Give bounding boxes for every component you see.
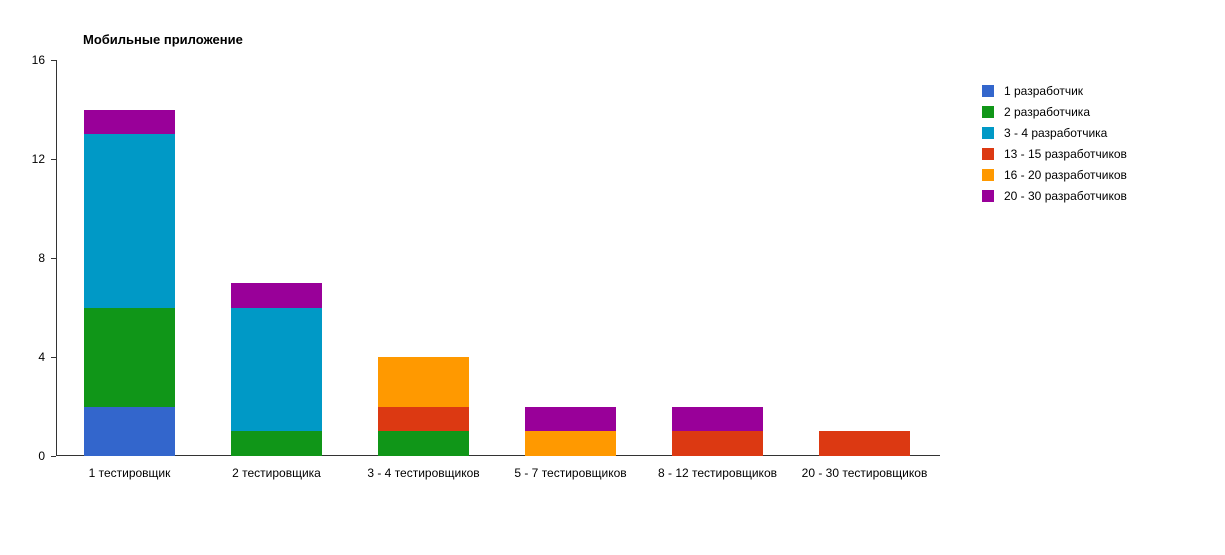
y-axis-tick [51, 159, 56, 160]
x-tick-label: 1 тестировщик [60, 466, 199, 481]
y-axis-tick [51, 357, 56, 358]
bar-segment [84, 308, 175, 407]
legend-item: 16 - 20 разработчиков [982, 168, 1127, 182]
bar-segment [84, 407, 175, 457]
legend: 1 разработчик 2 разработчика 3 - 4 разрабо… [982, 84, 1127, 210]
legend-label: 16 - 20 разработчиков [1004, 168, 1127, 182]
chart-title: Мобильные приложение [83, 32, 243, 47]
chart-container: Мобильные приложение 0481216 1 тестировщ… [0, 0, 1225, 555]
plot-area: 0481216 [56, 60, 940, 456]
bar-segment [378, 431, 469, 456]
x-tick-label: 2 тестировщика [207, 466, 346, 481]
bar-segment [84, 110, 175, 135]
y-tick-label: 8 [5, 251, 45, 265]
legend-label: 2 разработчика [1004, 105, 1090, 119]
x-tick-label: 20 - 30 тестировщиков [795, 466, 934, 481]
bar-segment [672, 407, 763, 432]
legend-swatch [982, 148, 994, 160]
bar-group [819, 431, 910, 456]
y-axis-line [56, 60, 57, 456]
bar-segment [672, 431, 763, 456]
legend-label: 1 разработчик [1004, 84, 1083, 98]
y-tick-label: 0 [5, 449, 45, 463]
bar-segment [525, 407, 616, 432]
legend-item: 2 разработчика [982, 105, 1127, 119]
bar-group [672, 407, 763, 457]
legend-swatch [982, 190, 994, 202]
bar-segment [819, 431, 910, 456]
y-tick-label: 4 [5, 350, 45, 364]
y-axis-tick [51, 456, 56, 457]
x-tick-label: 3 - 4 тестировщиков [354, 466, 493, 481]
bar-segment [231, 308, 322, 432]
legend-item: 20 - 30 разработчиков [982, 189, 1127, 203]
legend-swatch [982, 85, 994, 97]
y-axis-tick [51, 60, 56, 61]
legend-item: 1 разработчик [982, 84, 1127, 98]
legend-swatch [982, 169, 994, 181]
legend-label: 13 - 15 разработчиков [1004, 147, 1127, 161]
bar-segment [231, 431, 322, 456]
legend-label: 20 - 30 разработчиков [1004, 189, 1127, 203]
bar-segment [378, 407, 469, 432]
x-tick-label: 5 - 7 тестировщиков [501, 466, 640, 481]
bar-group [525, 407, 616, 457]
bar-segment [378, 357, 469, 407]
bar-segment [84, 134, 175, 307]
y-axis-tick [51, 258, 56, 259]
bar-group [231, 283, 322, 456]
bar-group [84, 110, 175, 457]
legend-swatch [982, 106, 994, 118]
legend-item: 3 - 4 разработчика [982, 126, 1127, 140]
bar-segment [525, 431, 616, 456]
bar-group [378, 357, 469, 456]
bar-segment [231, 283, 322, 308]
y-tick-label: 12 [5, 152, 45, 166]
legend-item: 13 - 15 разработчиков [982, 147, 1127, 161]
legend-swatch [982, 127, 994, 139]
y-tick-label: 16 [5, 53, 45, 67]
x-tick-label: 8 - 12 тестировщиков [648, 466, 787, 481]
legend-label: 3 - 4 разработчика [1004, 126, 1107, 140]
x-axis-line [56, 455, 940, 456]
